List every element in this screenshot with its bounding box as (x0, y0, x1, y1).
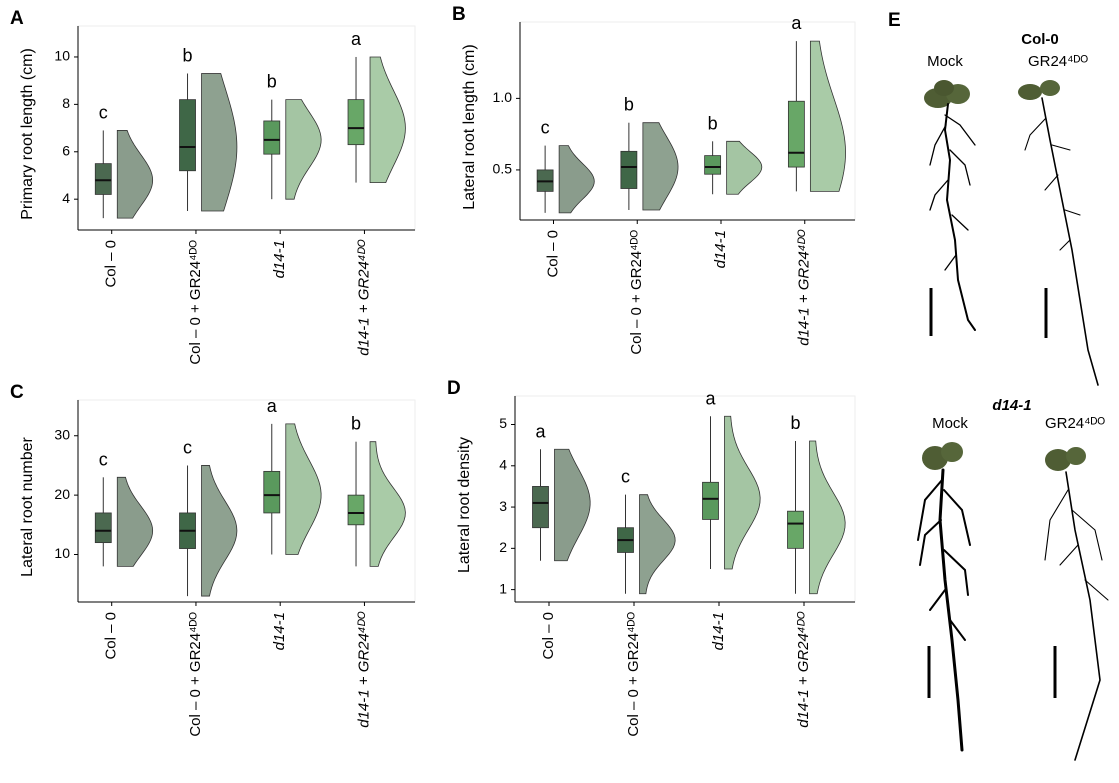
x-tick-label: d14-1 (271, 240, 288, 278)
significance-letter: c (183, 437, 192, 457)
x-tick-label: d14-1 + GR24⁴ᴰᴼ (355, 611, 372, 727)
panel-letter: A (10, 8, 24, 29)
x-tick-label: d14-1 + GR24⁴ᴰᴼ (796, 229, 813, 345)
x-tick-label: d14-1 (271, 612, 288, 650)
box (95, 513, 111, 543)
panel-letter: D (447, 378, 461, 399)
y-tick-label: 8 (62, 95, 70, 111)
treatment-label: GR24⁴ᴰᴼ (1028, 53, 1088, 70)
box (533, 486, 549, 527)
box (180, 100, 196, 171)
significance-letter: b (267, 72, 277, 92)
box (264, 471, 280, 513)
y-tick-label: 10 (54, 545, 70, 561)
significance-letter: a (791, 13, 802, 33)
significance-letter: b (624, 95, 634, 115)
panel-letter: C (10, 382, 24, 403)
significance-letter: a (705, 388, 716, 408)
box (788, 101, 804, 167)
significance-letter: b (351, 414, 361, 434)
y-axis-label: Lateral root length (cm) (461, 44, 478, 209)
treatment-label: Mock (932, 415, 968, 432)
panel-letter: B (452, 4, 466, 25)
box (348, 100, 364, 145)
y-tick-label: 1.0 (493, 89, 513, 105)
significance-letter: b (708, 113, 718, 133)
genotype-label: d14-1 (992, 397, 1031, 414)
y-tick-label: 1 (499, 580, 507, 596)
x-tick-label: Col – 0 (103, 240, 120, 288)
y-tick-label: 2 (499, 539, 507, 555)
y-axis-label: Primary root length (cm) (19, 48, 36, 220)
y-tick-label: 5 (499, 415, 507, 431)
y-tick-label: 10 (54, 48, 70, 64)
treatment-label: GR24⁴ᴰᴼ (1045, 415, 1105, 432)
figure: E Col-0 Mock GR24⁴ᴰᴼ d14-1 Mock GR24⁴ᴰᴼ … (0, 0, 1119, 778)
significance-letter: a (351, 29, 362, 49)
x-tick-label: Col – 0 + GR24⁴ᴰᴼ (628, 230, 645, 355)
significance-letter: b (183, 46, 193, 66)
x-tick-label: Col – 0 (540, 612, 557, 660)
significance-letter: c (541, 118, 550, 138)
x-tick-label: d14-1 (710, 612, 727, 650)
y-axis-label: Lateral root number (19, 437, 36, 577)
y-tick-label: 4 (499, 456, 507, 472)
y-tick-label: 20 (54, 486, 70, 502)
x-tick-label: d14-1 (712, 230, 729, 268)
y-tick-label: 4 (62, 190, 70, 206)
y-tick-label: 3 (499, 498, 507, 514)
x-tick-label: d14-1 + GR24⁴ᴰᴼ (355, 239, 372, 355)
x-tick-label: Col – 0 + GR24⁴ᴰᴼ (187, 240, 204, 365)
x-tick-label: Col – 0 + GR24⁴ᴰᴼ (187, 612, 204, 737)
significance-letter: c (99, 449, 108, 469)
panel-letter: E (888, 10, 901, 31)
y-tick-label: 30 (54, 426, 70, 442)
box (703, 482, 719, 519)
x-tick-label: d14-1 + GR24⁴ᴰᴼ (795, 611, 812, 727)
x-tick-label: Col – 0 (103, 612, 120, 660)
significance-letter: a (267, 396, 278, 416)
box (705, 156, 721, 175)
significance-letter: c (621, 467, 630, 487)
genotype-label: Col-0 (1021, 31, 1059, 48)
box (788, 511, 804, 548)
significance-letter: c (99, 102, 108, 122)
x-tick-label: Col – 0 (544, 230, 561, 278)
y-tick-label: 6 (62, 142, 70, 158)
significance-letter: a (535, 421, 546, 441)
box (264, 121, 280, 154)
treatment-label: Mock (927, 53, 963, 70)
box (95, 164, 111, 195)
x-tick-label: Col – 0 + GR24⁴ᴰᴼ (625, 612, 642, 737)
y-axis-label: Lateral root density (456, 437, 473, 573)
box (621, 151, 637, 188)
box (348, 495, 364, 525)
y-tick-label: 0.5 (493, 161, 513, 177)
significance-letter: b (790, 413, 800, 433)
